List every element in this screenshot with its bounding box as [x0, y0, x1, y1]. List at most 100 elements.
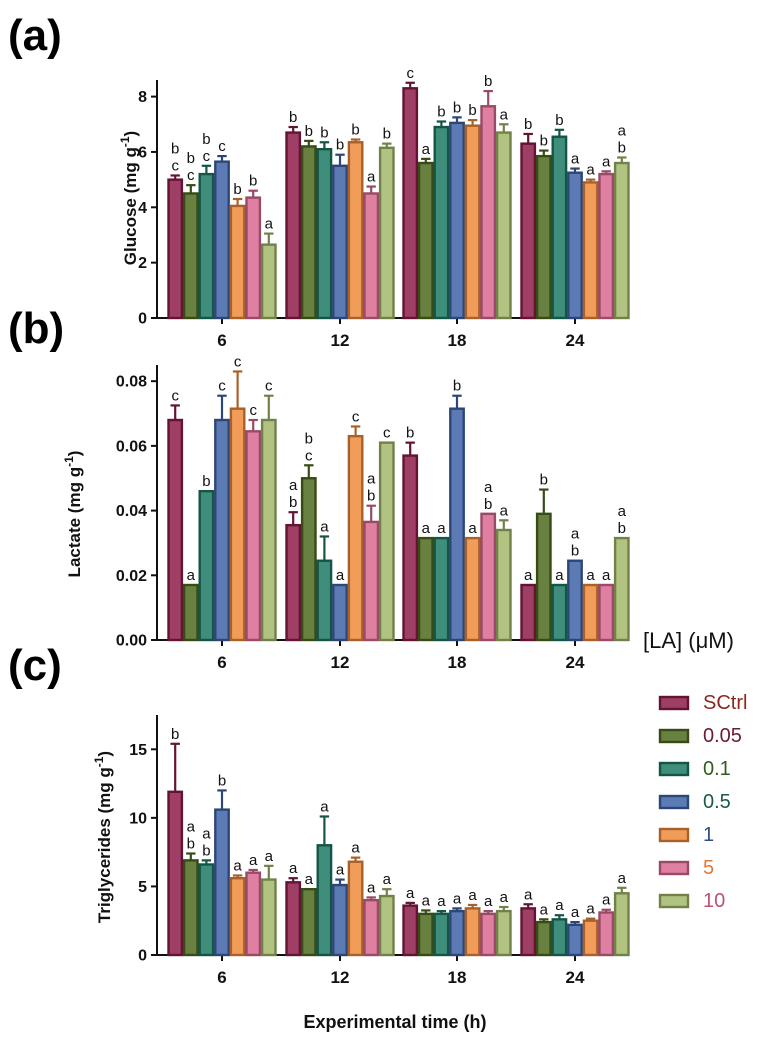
significance-letter: a [265, 216, 274, 233]
significance-letter: a [422, 520, 431, 537]
significance-letter: a [336, 567, 345, 584]
bar [316, 844, 333, 957]
bar [433, 912, 450, 957]
significance-letter: b [484, 496, 492, 513]
significance-letter: b [618, 520, 626, 537]
bar [402, 904, 419, 957]
significance-letter: b [618, 139, 626, 156]
significance-letter: c [234, 353, 242, 370]
ylabel-glucose: Glucose (mg g-1) [118, 131, 140, 265]
significance-letter: a [500, 889, 509, 906]
bar [229, 877, 246, 957]
significance-letter: a [586, 567, 595, 584]
bar [332, 164, 348, 320]
significance-letter: a [500, 106, 509, 123]
significance-letter: a [571, 526, 580, 543]
panel-label-a: (a) [8, 11, 62, 60]
significance-letter: b [171, 140, 179, 157]
bar [464, 907, 481, 957]
significance-letter: c [406, 65, 414, 82]
x-tick-label: 18 [448, 968, 467, 987]
significance-letter: b [351, 122, 359, 139]
bar [214, 808, 230, 957]
significance-letter: a [336, 862, 345, 879]
legend: SCtrl 0.05 0.1 0.5 1 5 10 [658, 692, 747, 912]
significance-letter: b [320, 124, 328, 141]
x-tick-label: 6 [217, 653, 226, 672]
significance-letter: c [305, 447, 313, 464]
y-tick-label: 0.08 [116, 374, 147, 391]
bar [535, 512, 552, 642]
bar [285, 131, 302, 320]
significance-letter: a [187, 567, 196, 584]
bar [182, 859, 199, 957]
legend-swatch [658, 893, 690, 909]
bar [214, 418, 230, 642]
bar [520, 907, 537, 957]
significance-letter: a [305, 871, 314, 888]
legend-swatch [658, 860, 690, 876]
bar [582, 181, 599, 320]
y-tick-label: 0 [138, 948, 147, 965]
legend-label: 0.1 [703, 758, 731, 780]
bar [480, 105, 497, 320]
bar [332, 883, 348, 957]
significance-letter: a [524, 567, 533, 584]
significance-letter: b [233, 181, 241, 198]
significance-letter: b [202, 842, 210, 859]
significance-letter: b [484, 73, 492, 90]
ylabel-triglycerides: Triglycerides (mg g-1) [92, 751, 114, 923]
significance-letter: a [289, 477, 298, 494]
significance-letter: b [187, 150, 195, 167]
bar [245, 196, 262, 320]
bar [300, 145, 317, 320]
bar [347, 141, 364, 320]
y-tick-label: 4 [138, 200, 147, 217]
bar [260, 418, 277, 642]
significance-letter: a [233, 857, 242, 874]
significance-letter: b [540, 472, 548, 489]
bar [167, 178, 184, 320]
bar [402, 454, 419, 642]
significance-letter: b [218, 772, 226, 789]
significance-letter: c [249, 402, 257, 419]
bar [551, 583, 568, 642]
x-tick-label: 12 [331, 653, 350, 672]
bar [167, 418, 184, 642]
bar [363, 192, 380, 320]
significance-letter: c [171, 157, 179, 174]
significance-letter: b [524, 116, 532, 133]
legend-swatch [658, 761, 690, 777]
significance-letter: c [383, 425, 391, 442]
significance-letter: b [202, 131, 210, 148]
x-tick-label: 24 [566, 653, 585, 672]
bar [582, 583, 599, 642]
legend-swatch [658, 827, 690, 843]
significance-letter: a [586, 901, 595, 918]
significance-letter: a [500, 502, 509, 519]
significance-letter: c [171, 387, 179, 404]
significance-letter: a [437, 893, 446, 910]
bar [198, 489, 215, 642]
bar [332, 583, 348, 642]
bar [378, 146, 395, 320]
bar [551, 135, 568, 320]
bar [198, 172, 215, 320]
significance-letter: a [249, 852, 258, 869]
significance-letter: b [453, 99, 461, 116]
significance-letter: a [555, 897, 564, 914]
bar [285, 881, 302, 957]
significance-letter: b [305, 430, 313, 447]
bar [495, 909, 512, 957]
significance-letter: b [336, 137, 344, 154]
significance-letter: b [171, 726, 179, 743]
significance-letter: a [602, 153, 611, 170]
x-tick-label: 24 [566, 968, 585, 987]
ylabel-lactate: Lactate (mg g-1) [62, 451, 84, 578]
significance-letter: a [265, 848, 274, 865]
bar [480, 912, 497, 957]
significance-letter: c [187, 167, 195, 184]
significance-letter: a [202, 825, 211, 842]
bar [449, 909, 465, 957]
